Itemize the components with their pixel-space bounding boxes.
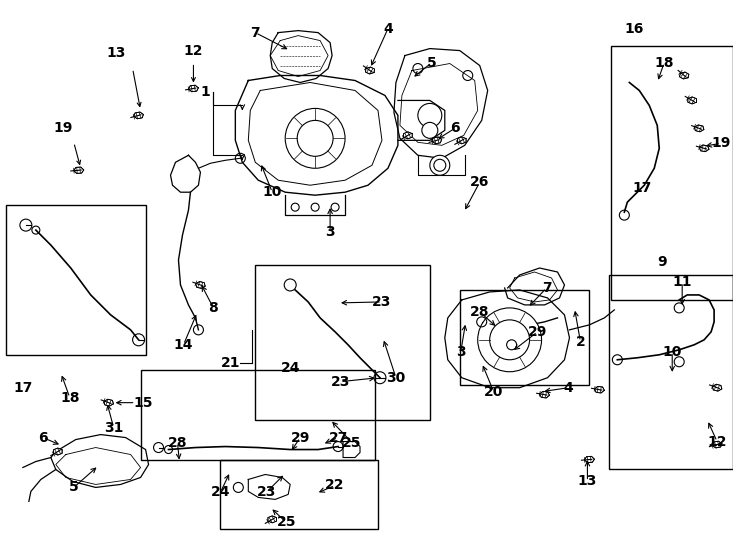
Text: 25: 25 <box>277 515 296 529</box>
Text: 4: 4 <box>383 22 393 36</box>
Text: 16: 16 <box>625 22 644 36</box>
Text: 15: 15 <box>134 396 153 410</box>
Text: 29: 29 <box>528 325 548 339</box>
Bar <box>6 205 145 355</box>
Text: 6: 6 <box>38 430 48 444</box>
Bar <box>609 275 733 469</box>
Text: 28: 28 <box>470 305 490 319</box>
Polygon shape <box>268 516 277 523</box>
Polygon shape <box>713 384 722 391</box>
Text: 25: 25 <box>342 436 362 450</box>
Polygon shape <box>366 67 374 74</box>
Text: 9: 9 <box>658 255 667 269</box>
Text: 10: 10 <box>663 345 682 359</box>
Text: 11: 11 <box>672 275 692 289</box>
Text: 3: 3 <box>325 225 335 239</box>
Bar <box>459 290 589 384</box>
Polygon shape <box>104 399 113 406</box>
Text: 5: 5 <box>427 56 437 70</box>
Polygon shape <box>712 441 722 448</box>
Text: 22: 22 <box>325 478 345 492</box>
Polygon shape <box>694 125 704 132</box>
Text: 3: 3 <box>456 345 465 359</box>
Circle shape <box>286 109 345 168</box>
Text: 12: 12 <box>184 44 203 58</box>
Text: 7: 7 <box>250 25 260 39</box>
Bar <box>255 265 430 420</box>
Bar <box>611 45 733 300</box>
Bar <box>141 370 375 460</box>
Polygon shape <box>196 281 205 288</box>
Circle shape <box>418 104 442 127</box>
Text: 19: 19 <box>53 122 73 136</box>
Polygon shape <box>457 137 466 144</box>
Text: 31: 31 <box>104 421 123 435</box>
Polygon shape <box>189 85 198 92</box>
Text: 12: 12 <box>708 435 727 449</box>
Text: 20: 20 <box>484 384 504 399</box>
Polygon shape <box>700 145 709 152</box>
Text: 13: 13 <box>106 45 126 59</box>
Bar <box>220 460 378 529</box>
Text: 1: 1 <box>200 85 211 99</box>
Polygon shape <box>680 72 689 79</box>
Text: 27: 27 <box>328 430 348 444</box>
Text: 18: 18 <box>655 56 674 70</box>
Text: 23: 23 <box>372 295 392 309</box>
Text: 6: 6 <box>450 122 459 136</box>
Circle shape <box>478 308 542 372</box>
Polygon shape <box>539 392 550 398</box>
Polygon shape <box>432 137 442 144</box>
Text: 13: 13 <box>578 475 597 489</box>
Text: 19: 19 <box>711 136 731 150</box>
Circle shape <box>422 123 437 138</box>
Text: 28: 28 <box>168 436 187 450</box>
Text: 29: 29 <box>291 430 310 444</box>
Text: 18: 18 <box>60 390 79 404</box>
Text: 4: 4 <box>564 381 573 395</box>
Text: 24: 24 <box>280 361 300 375</box>
Text: 23: 23 <box>330 375 350 389</box>
Text: 24: 24 <box>211 485 230 500</box>
Text: 14: 14 <box>174 338 193 352</box>
Polygon shape <box>74 167 84 173</box>
Text: 30: 30 <box>386 371 406 384</box>
Text: 2: 2 <box>575 335 585 349</box>
Text: 17: 17 <box>633 181 652 195</box>
Polygon shape <box>404 132 413 139</box>
Polygon shape <box>134 112 143 119</box>
Text: 23: 23 <box>257 485 276 500</box>
Text: 17: 17 <box>13 381 32 395</box>
Text: 26: 26 <box>470 175 490 189</box>
Polygon shape <box>688 97 697 104</box>
Text: 7: 7 <box>542 281 551 295</box>
Text: 8: 8 <box>208 301 218 315</box>
Polygon shape <box>595 387 604 393</box>
Polygon shape <box>584 456 595 463</box>
Text: 5: 5 <box>69 481 79 495</box>
Text: 21: 21 <box>221 356 240 370</box>
Text: 10: 10 <box>263 185 282 199</box>
Circle shape <box>430 156 450 176</box>
Polygon shape <box>54 448 62 455</box>
